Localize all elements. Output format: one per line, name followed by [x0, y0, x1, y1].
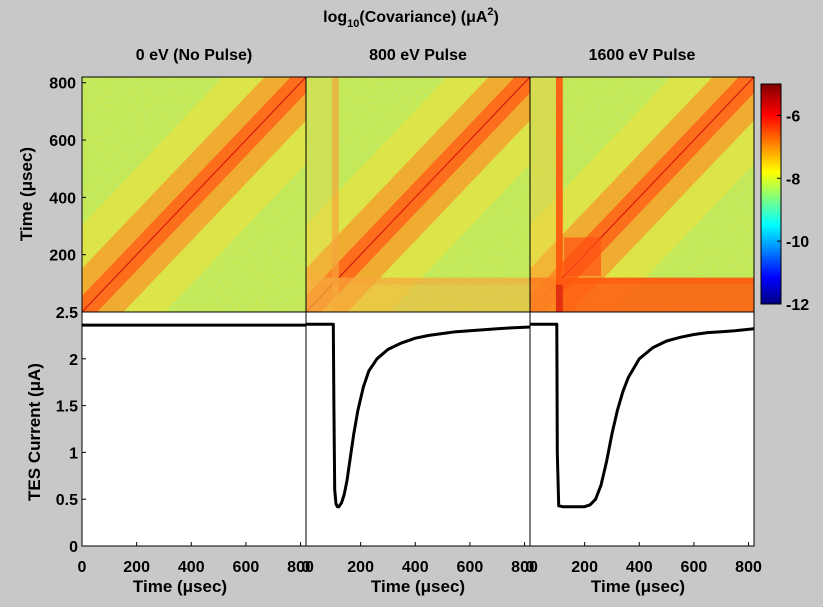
- heatmap-ytick-label-0: 200: [49, 248, 76, 265]
- xtick-label-0: 0: [302, 559, 311, 576]
- xtick-label-1: 200: [347, 559, 374, 576]
- colorbar-tick-label-3: -12: [786, 297, 809, 314]
- xlabel-1: Time (μsec): [371, 577, 465, 596]
- xlabel-0: Time (μsec): [133, 577, 227, 596]
- xtick-label-3: 600: [457, 559, 484, 576]
- line-panel-frame: [81, 311, 307, 547]
- xtick-label-2: 400: [178, 559, 205, 576]
- heatmap-ytick-label-2: 600: [49, 133, 76, 150]
- line-ytick-label-0: 0: [69, 539, 78, 556]
- xtick-label-4: 800: [735, 559, 762, 576]
- xlabel-2: Time (μsec): [591, 577, 685, 596]
- line-ytick-label-5: 2.5: [56, 305, 78, 322]
- line-ytick-label-2: 1: [69, 445, 78, 462]
- xtick-label-0: 0: [526, 559, 535, 576]
- colorbar-tick-label-2: -10: [786, 234, 809, 251]
- colorbar-tick-label-1: -8: [786, 171, 800, 188]
- xtick-label-2: 400: [402, 559, 429, 576]
- line-ytick-label-4: 2: [69, 352, 78, 369]
- pulse-base-col: [530, 77, 556, 312]
- heatmap-panel-1: [306, 77, 530, 312]
- pulse-corner: [555, 284, 563, 312]
- line-panel-frame: [529, 311, 755, 547]
- xtick-label-4: 800: [287, 559, 314, 576]
- line-ytick-label-1: 0.5: [56, 492, 78, 509]
- colorbar-tick-label-0: -6: [786, 108, 800, 125]
- heatmap-diagonal: [306, 77, 530, 312]
- pulse-row: [306, 277, 530, 285]
- colorbar: [760, 83, 782, 305]
- pulse-base-row: [306, 284, 530, 312]
- xtick-label-3: 600: [233, 559, 260, 576]
- heatmap-ytick-label-1: 400: [49, 190, 76, 207]
- line-panel-0: 0 200 400 600 800: [78, 311, 314, 576]
- series-line-1: [306, 322, 531, 509]
- series-line-2: [530, 322, 755, 509]
- line-panel-frame: [305, 311, 531, 547]
- pulse-row: [530, 277, 754, 285]
- pulse-base-row: [530, 284, 754, 312]
- heatmap-panel-2: [530, 77, 754, 312]
- heatmap-ytick-label-3: 800: [49, 76, 76, 93]
- xtick-label-4: 800: [511, 559, 538, 576]
- bottom-ylabel: TES Current (μA): [25, 363, 44, 501]
- line-panel-1: 0 200 400 600 800: [302, 311, 538, 576]
- xtick-label-1: 200: [571, 559, 598, 576]
- pulse-base-col: [306, 77, 332, 312]
- panel-title-1: 800 eV Pulse: [369, 47, 467, 64]
- colorbar-ticks: -6 -8 -10 -12: [777, 108, 809, 314]
- figure-title: log10(Covariance) (μA2): [323, 6, 499, 30]
- xtick-label-2: 400: [626, 559, 653, 576]
- xtick-label-3: 600: [681, 559, 708, 576]
- top-ylabel: Time (μsec): [17, 147, 36, 241]
- line-panel-2: 0 200 400 600 800: [526, 311, 762, 576]
- heatmap-group: 200 400 600 800: [49, 76, 755, 313]
- panel-title-2: 1600 eV Pulse: [589, 47, 696, 64]
- heatmap-diagonal: [82, 77, 306, 312]
- line-ytick-label-3: 1.5: [56, 399, 78, 416]
- panel-title-0: 0 eV (No Pulse): [136, 47, 252, 64]
- pulse-col: [555, 77, 563, 312]
- heatmap-panel-0: [82, 77, 306, 312]
- pulse-block: [564, 237, 602, 277]
- xtick-label-0: 0: [78, 559, 87, 576]
- xtick-label-1: 200: [123, 559, 150, 576]
- pulse-col: [331, 77, 339, 312]
